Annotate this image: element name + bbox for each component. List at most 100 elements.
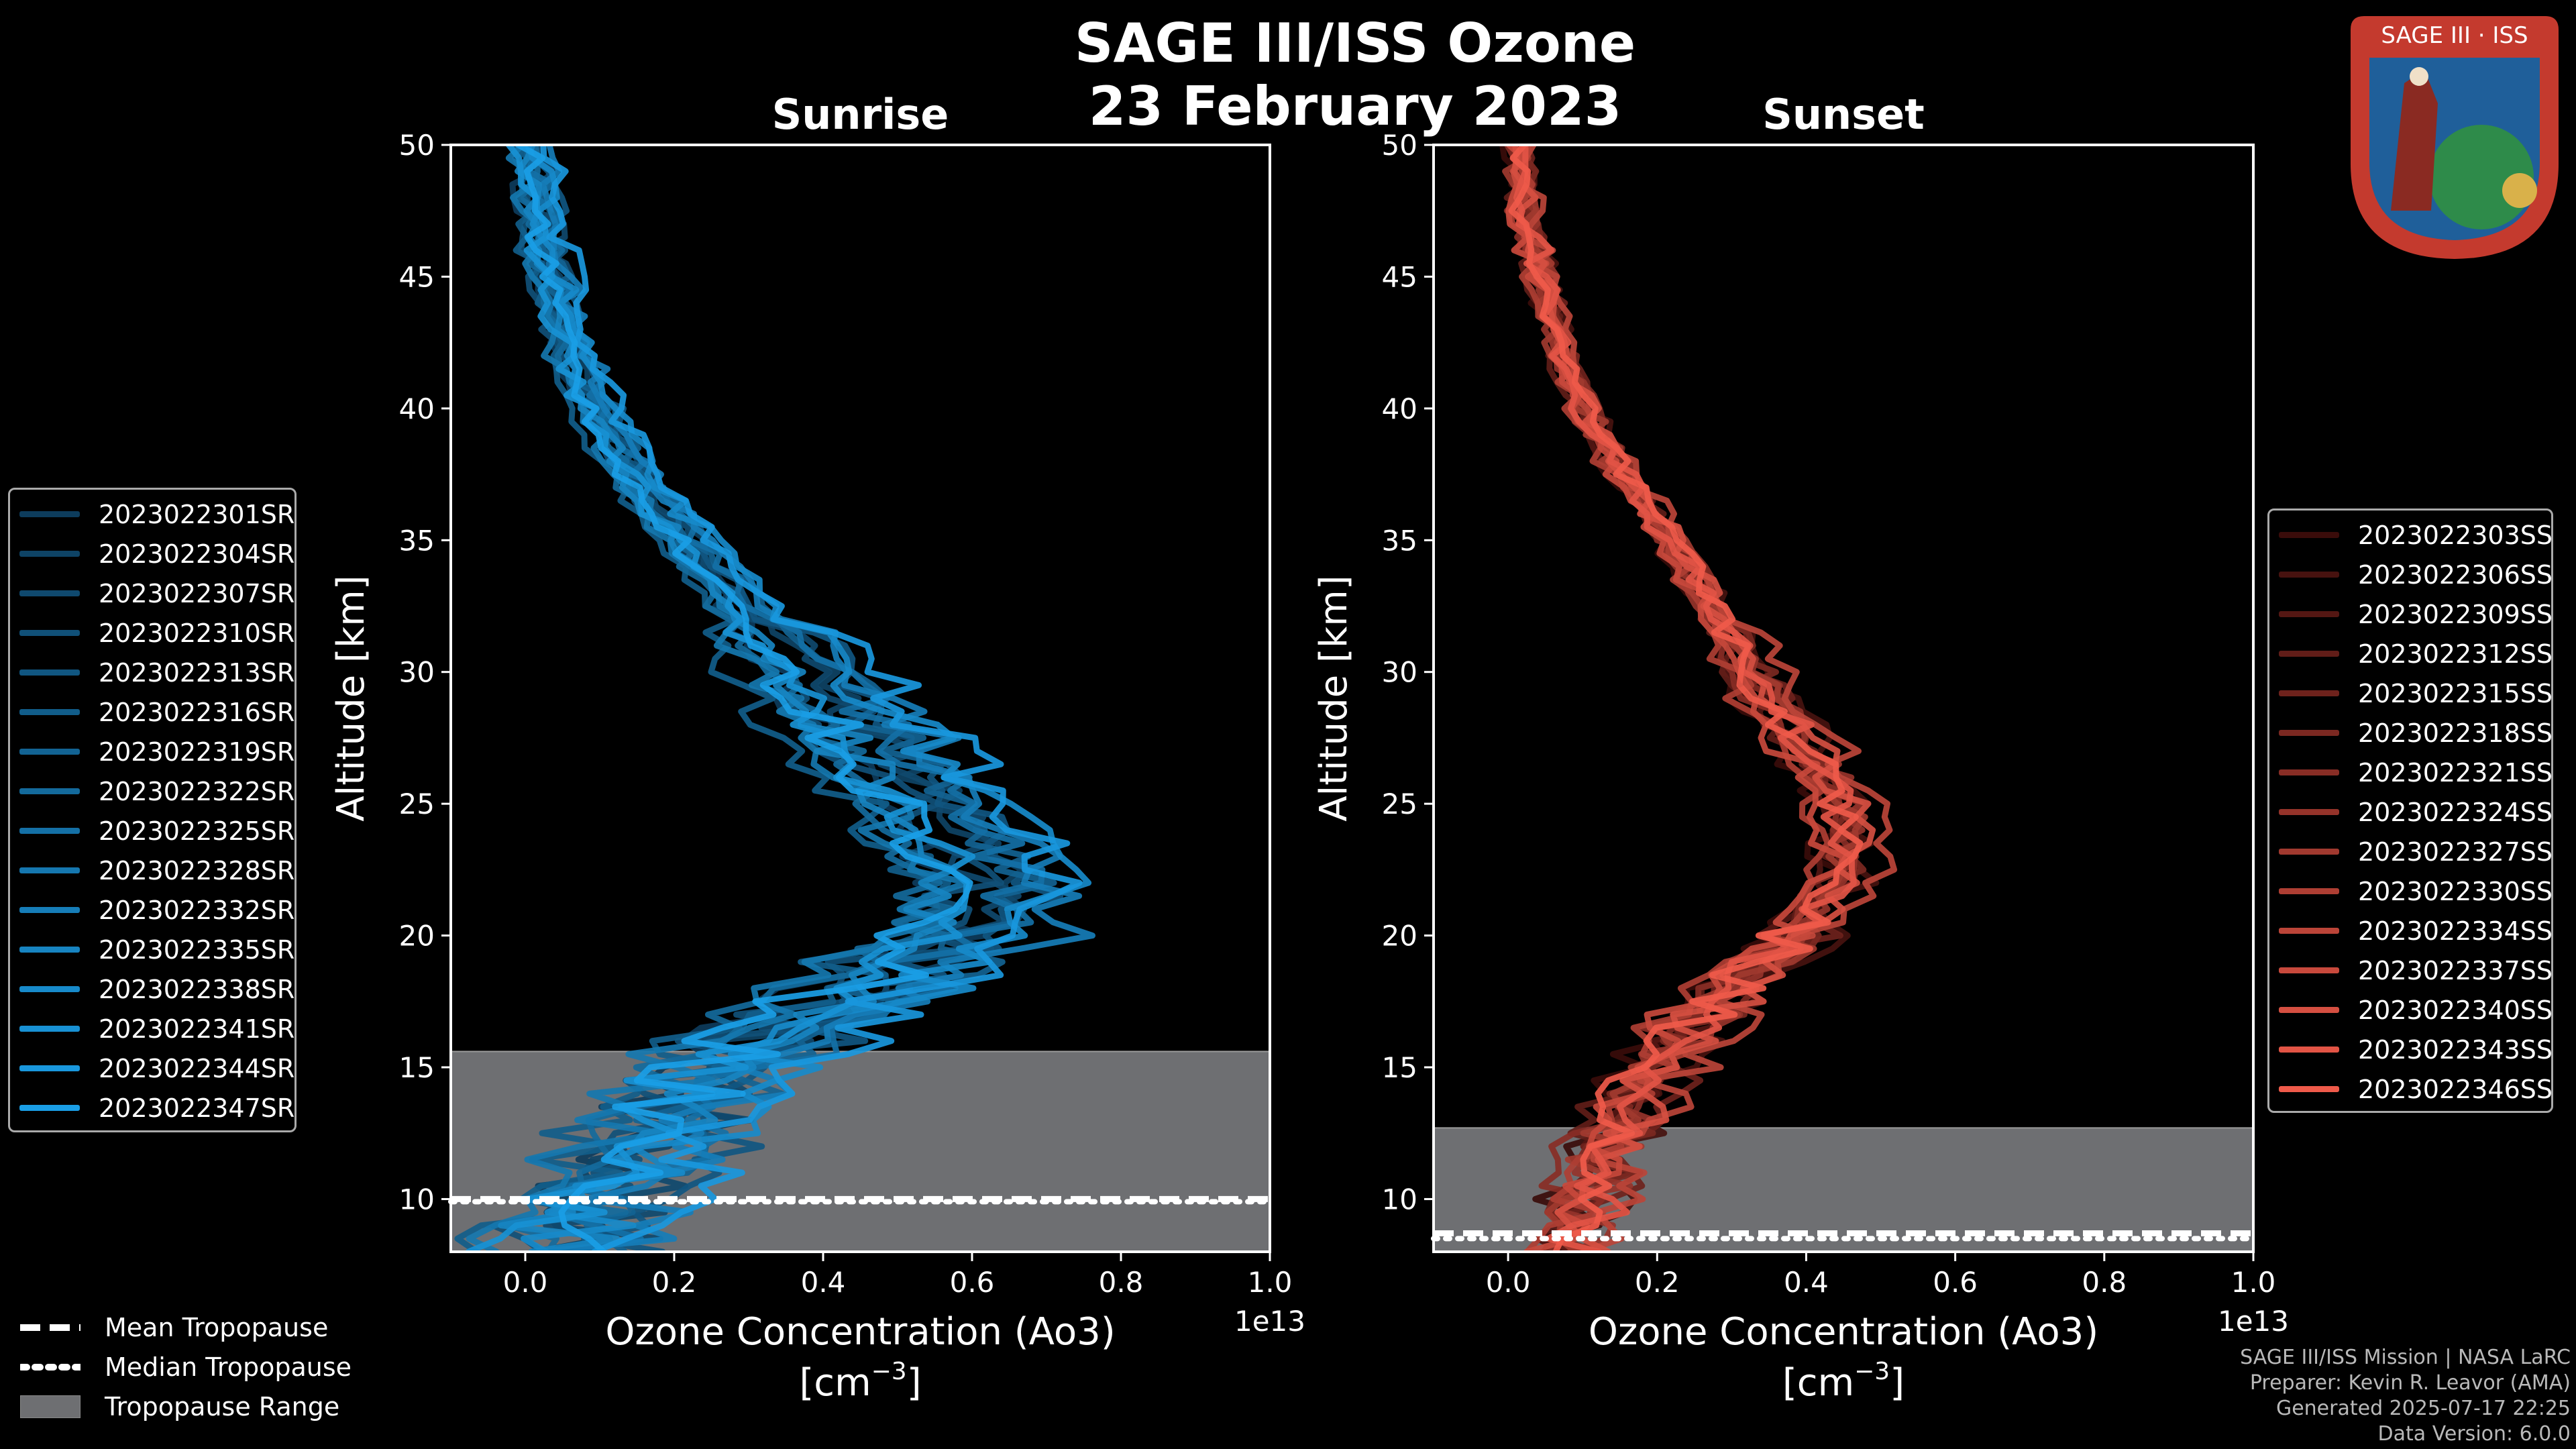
- sunrise-legend-swatch: [19, 511, 80, 517]
- tropopause-legend: Mean Tropopause Median Tropopause Tropop…: [0, 1308, 402, 1429]
- mean-tropopause-label: Mean Tropopause: [105, 1313, 329, 1342]
- sunrise-legend-swatch: [19, 986, 80, 992]
- sunset-xtick-label: 0.0: [1486, 1266, 1531, 1299]
- sunset-legend-item: 2023022343SS: [2269, 1030, 2553, 1069]
- sunrise-legend-swatch: [19, 867, 80, 873]
- sunrise-series-2023022341SR: [465, 145, 976, 1252]
- sunrise-legend-item: 2023022335SR: [10, 930, 294, 969]
- sunrise-legend-item: 2023022328SR: [10, 851, 294, 890]
- sunrise-axes-frame: [449, 144, 1271, 1253]
- sunset-ytick-label: 10: [1382, 1183, 1417, 1216]
- sunset-ytick-label: 40: [1382, 392, 1417, 425]
- credits-preparer: Preparer: Kevin R. Leavor (AMA): [2249, 1371, 2571, 1395]
- sunset-legend-item: 2023022306SS: [2269, 555, 2553, 594]
- sunset-legend-label: 2023022306SS: [2358, 559, 2553, 590]
- sunset-legend-swatch: [2279, 532, 2339, 538]
- sunrise-xtick-label: 0.4: [801, 1266, 846, 1299]
- sunrise-legend-swatch: [19, 947, 80, 953]
- sunset-legend-label: 2023022315SS: [2358, 678, 2553, 708]
- sunrise-legend-label: 2023022338SR: [99, 974, 295, 1004]
- sunrise-plot: 0.0 0.2 0.4 0.6 0.8 1.0 10 15 20 25 30 35 40 45 50 1e13…: [329, 90, 1305, 1405]
- sunset-ytick-label: 35: [1382, 524, 1417, 557]
- sunrise-legend-item: 2023022307SR: [10, 574, 294, 613]
- sunrise-legend-label: 2023022319SR: [99, 737, 295, 767]
- sunset-legend-item: 2023022340SS: [2269, 990, 2553, 1030]
- sunrise-profiles: [454, 145, 1095, 1252]
- sunrise-legend-swatch: [19, 828, 80, 834]
- sunrise-ytick-label: 45: [399, 260, 435, 293]
- sunset-ytick-label: 45: [1382, 260, 1417, 293]
- sunrise-legend-item: 2023022341SR: [10, 1009, 294, 1049]
- sunrise-legend-swatch: [19, 749, 80, 755]
- sunset-xtick-label: 0.6: [1933, 1266, 1978, 1299]
- sunset-legend-label: 2023022303SS: [2358, 520, 2553, 550]
- sunset-ytick-label: 15: [1382, 1051, 1417, 1084]
- sunrise-ytick-label: 30: [399, 656, 435, 689]
- sunset-legend-item: 2023022324SS: [2269, 792, 2553, 832]
- sunrise-ytick-label: 20: [399, 920, 435, 953]
- sunrise-series-2023022347SR: [515, 145, 973, 1252]
- sunrise-xtick-label: 0.2: [652, 1266, 697, 1299]
- sunset-ytick-label: 25: [1382, 788, 1417, 820]
- sunset-legend-swatch: [2279, 967, 2339, 973]
- sunrise-xtick-label: 0.8: [1099, 1266, 1144, 1299]
- sunset-legend-label: 2023022346SS: [2358, 1074, 2553, 1104]
- sunset-legend-item: 2023022318SS: [2269, 713, 2553, 753]
- sunset-xtick-label: 0.2: [1635, 1266, 1680, 1299]
- sunset-legend-item: 2023022334SS: [2269, 911, 2553, 951]
- sunset-profiles: [1499, 145, 1898, 1252]
- sunset-legend-swatch: [2279, 769, 2339, 775]
- sunset-legend-label: 2023022327SS: [2358, 837, 2553, 867]
- sunset-legend-swatch: [2279, 690, 2339, 696]
- sunrise-panel-title: Sunrise: [772, 90, 949, 139]
- sunset-legend-swatch: [2279, 1046, 2339, 1053]
- logo-sage-head: [2410, 67, 2428, 86]
- sunset-legend-swatch: [2279, 572, 2339, 578]
- sunrise-legend-item: 2023022322SR: [10, 771, 294, 811]
- sunset-ytick-label: 30: [1382, 656, 1417, 689]
- sunrise-legend-label: 2023022313SR: [99, 657, 295, 688]
- sunrise-legend-label: 2023022335SR: [99, 934, 295, 965]
- sunset-legend-swatch: [2279, 809, 2339, 815]
- sunset-legend-swatch: [2279, 651, 2339, 657]
- sunrise-xlabel-units: [cm−3]: [799, 1358, 921, 1405]
- sunset-legend-swatch: [2279, 1086, 2339, 1092]
- sunrise-legend-swatch: [19, 1105, 80, 1111]
- sunset-legend-label: 2023022321SS: [2358, 757, 2553, 788]
- sunset-legend-item: 2023022330SS: [2269, 871, 2553, 911]
- sunset-xlabel-units: [cm−3]: [1782, 1358, 1904, 1405]
- sunrise-legend-swatch: [19, 630, 80, 636]
- sunset-xtick-label: 1.0: [2231, 1266, 2276, 1299]
- sunset-legend-swatch: [2279, 1007, 2339, 1013]
- sunset-legend-swatch: [2279, 849, 2339, 855]
- sunrise-legend-item: 2023022319SR: [10, 732, 294, 771]
- sunset-legend-label: 2023022340SS: [2358, 995, 2553, 1025]
- sunset-legend-item: 2023022309SS: [2269, 594, 2553, 634]
- logo-sage-figure: [2391, 70, 2438, 211]
- sunset-legend-swatch: [2279, 611, 2339, 617]
- sunset-legend-label: 2023022334SS: [2358, 916, 2553, 946]
- sage-iii-iss-mission-patch-logo: SAGE III · ISS: [2351, 16, 2559, 259]
- sunrise-legend-label: 2023022310SR: [99, 618, 295, 648]
- sunset-legend-swatch: [2279, 888, 2339, 894]
- sunrise-legend-item: 2023022301SR: [10, 494, 294, 534]
- sunset-legend-item: 2023022337SS: [2269, 951, 2553, 990]
- sunset-ylabel: Altitude [km]: [1312, 575, 1356, 821]
- sunrise-legend-label: 2023022301SR: [99, 499, 295, 529]
- sunrise-legend-item: 2023022316SR: [10, 692, 294, 732]
- sunset-legend-item: 2023022303SS: [2269, 515, 2553, 555]
- sunrise-legend-label: 2023022344SR: [99, 1053, 295, 1083]
- tropopause-range-swatch: [20, 1395, 80, 1418]
- sunrise-legend-swatch: [19, 907, 80, 913]
- sunrise-legend-label: 2023022316SR: [99, 697, 295, 727]
- sunset-series-2023022306SS: [1510, 145, 1880, 1252]
- sunrise-legend-item: 2023022338SR: [10, 969, 294, 1009]
- median-tropopause-label: Median Tropopause: [105, 1352, 352, 1382]
- sunrise-legend-swatch: [19, 788, 80, 794]
- sunrise-legend-swatch: [19, 709, 80, 715]
- sunrise-xtick-label: 1.0: [1248, 1266, 1293, 1299]
- sunset-legend-label: 2023022324SS: [2358, 797, 2553, 827]
- sunset-legend-item: 2023022346SS: [2269, 1069, 2553, 1109]
- sunrise-legend-swatch: [19, 590, 80, 596]
- sunrise-legend-swatch: [19, 551, 80, 557]
